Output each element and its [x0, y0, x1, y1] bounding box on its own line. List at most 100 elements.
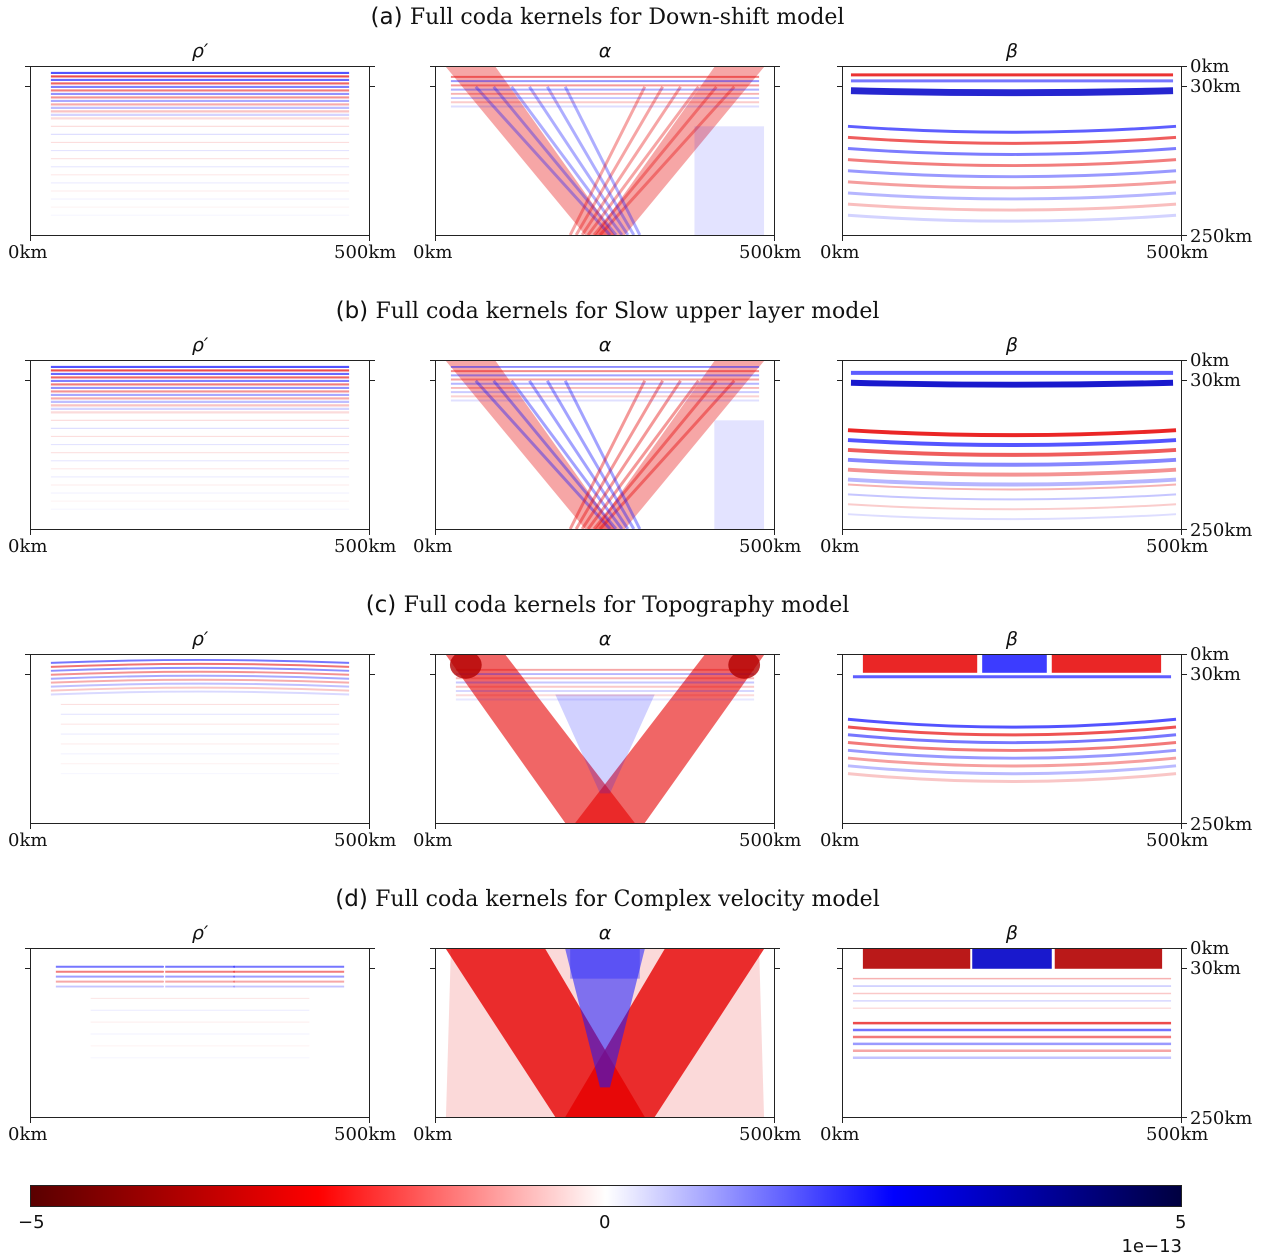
- row-title: (d) Full coda kernels for Complex veloci…: [0, 886, 1215, 913]
- kernel-heatmap: [847, 655, 1177, 783]
- y-tick-mark: [430, 86, 435, 87]
- heatmap-panel: [435, 654, 775, 824]
- x-tick-mark: [1181, 530, 1182, 535]
- panel-title: β: [1005, 40, 1019, 62]
- x-tick-mark: [435, 530, 436, 535]
- panel-title: α: [598, 334, 612, 356]
- y-tick-mark: [25, 66, 30, 67]
- y-tick-label: 250km: [1190, 1108, 1253, 1129]
- y-tick-label: 30km: [1190, 370, 1241, 391]
- y-tick-label: 30km: [1190, 664, 1241, 685]
- y-tick-mark: [1182, 66, 1187, 67]
- y-tick-label: 0km: [1190, 644, 1230, 665]
- y-tick-mark: [430, 380, 435, 381]
- y-tick-mark: [837, 968, 842, 969]
- x-tick-label: 0km: [820, 242, 860, 263]
- row-title-text: Full coda kernels for Complex velocity m…: [375, 887, 880, 912]
- x-tick-mark: [774, 530, 775, 535]
- x-tick-label: 0km: [413, 830, 453, 851]
- x-tick-mark: [435, 236, 436, 241]
- panel-title: ρ′: [191, 40, 209, 62]
- row-label: (c): [365, 592, 404, 618]
- x-tick-mark: [30, 530, 31, 535]
- panel-title: α: [598, 922, 612, 944]
- y-tick-mark: [25, 380, 30, 381]
- y-tick-mark: [370, 968, 375, 969]
- y-tick-mark: [1182, 1117, 1187, 1118]
- heatmap-panel: [842, 360, 1182, 530]
- colorbar-tick-max: 5: [1175, 1212, 1187, 1233]
- y-tick-mark: [1182, 529, 1187, 530]
- y-tick-mark: [1182, 674, 1187, 675]
- kernel-heatmap: [445, 949, 765, 1117]
- x-tick-label: 500km: [334, 1124, 397, 1145]
- x-tick-mark: [774, 236, 775, 241]
- y-tick-mark: [1182, 968, 1187, 969]
- x-tick-mark: [842, 530, 843, 535]
- y-tick-mark: [25, 86, 30, 87]
- x-tick-mark: [842, 1118, 843, 1123]
- x-tick-mark: [30, 824, 31, 829]
- row-label: (b): [335, 298, 376, 324]
- row-label: (a): [370, 4, 410, 30]
- y-tick-mark: [837, 674, 842, 675]
- y-tick-label: 250km: [1190, 520, 1253, 541]
- panel-title: β: [1005, 628, 1019, 650]
- y-tick-mark: [1182, 380, 1187, 381]
- y-tick-mark: [1182, 823, 1187, 824]
- x-tick-mark: [30, 236, 31, 241]
- x-tick-label: 500km: [1146, 1124, 1209, 1145]
- y-tick-mark: [25, 360, 30, 361]
- y-tick-mark: [370, 380, 375, 381]
- y-tick-label: 0km: [1190, 938, 1230, 959]
- x-tick-label: 0km: [820, 830, 860, 851]
- y-tick-mark: [775, 86, 780, 87]
- row-title-text: Full coda kernels for Topography model: [403, 593, 850, 618]
- y-tick-mark: [775, 360, 780, 361]
- y-tick-mark: [837, 86, 842, 87]
- y-tick-mark: [430, 948, 435, 949]
- x-tick-mark: [774, 1118, 775, 1123]
- kernel-heatmap: [847, 370, 1177, 521]
- y-tick-mark: [430, 674, 435, 675]
- x-tick-mark: [774, 824, 775, 829]
- y-tick-mark: [1182, 948, 1187, 949]
- heatmap-panel: [842, 948, 1182, 1118]
- y-tick-mark: [1182, 654, 1187, 655]
- y-tick-mark: [775, 380, 780, 381]
- x-tick-label: 500km: [739, 830, 802, 851]
- panel-title: β: [1005, 334, 1019, 356]
- x-tick-label: 500km: [334, 242, 397, 263]
- y-tick-mark: [370, 66, 375, 67]
- kernel-heatmap: [852, 949, 1172, 1059]
- panel-title: ρ′: [191, 628, 209, 650]
- y-tick-mark: [775, 674, 780, 675]
- kernel-heatmap: [445, 67, 765, 235]
- y-tick-mark: [837, 654, 842, 655]
- y-tick-mark: [775, 948, 780, 949]
- y-tick-mark: [25, 968, 30, 969]
- y-tick-mark: [775, 968, 780, 969]
- row-label: (d): [335, 886, 376, 912]
- y-tick-label: 30km: [1190, 958, 1241, 979]
- y-tick-mark: [370, 674, 375, 675]
- heatmap-panel: [842, 654, 1182, 824]
- heatmap-panel: [435, 948, 775, 1118]
- heatmap-panel: [30, 360, 370, 530]
- x-tick-label: 500km: [1146, 242, 1209, 263]
- x-tick-mark: [435, 1118, 436, 1123]
- y-tick-mark: [430, 654, 435, 655]
- y-tick-mark: [430, 360, 435, 361]
- x-tick-mark: [1181, 1118, 1182, 1123]
- x-tick-label: 0km: [8, 242, 48, 263]
- y-tick-mark: [25, 654, 30, 655]
- y-tick-label: 250km: [1190, 814, 1253, 835]
- y-tick-mark: [370, 654, 375, 655]
- kernel-heatmap: [50, 365, 350, 502]
- colorbar-tick-min: −5: [18, 1212, 45, 1233]
- heatmap-panel: [435, 360, 775, 530]
- x-tick-label: 0km: [413, 242, 453, 263]
- colorbar: [30, 1185, 1182, 1207]
- y-tick-mark: [775, 66, 780, 67]
- row-title-text: Full coda kernels for Slow upper layer m…: [375, 299, 880, 324]
